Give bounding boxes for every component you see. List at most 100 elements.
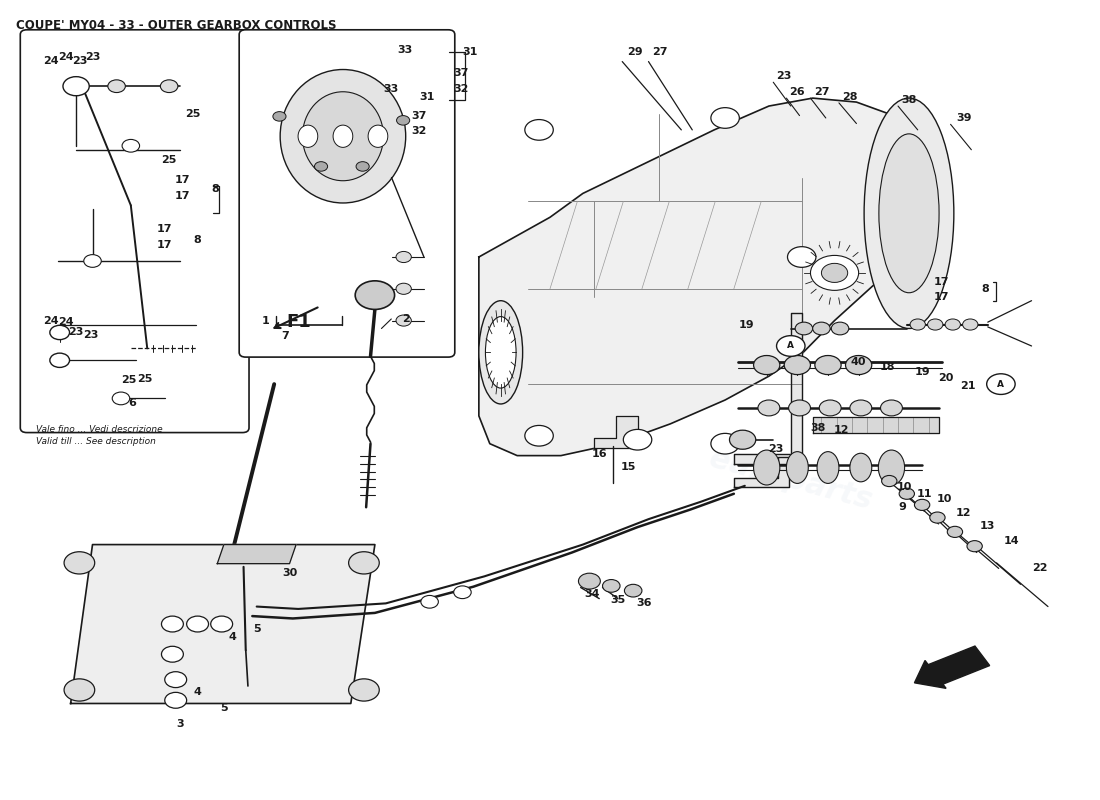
Text: europarts: europarts: [705, 444, 876, 515]
Circle shape: [967, 541, 982, 552]
Text: 31: 31: [420, 91, 436, 102]
Circle shape: [711, 108, 739, 128]
Text: 27: 27: [651, 47, 668, 57]
Circle shape: [525, 426, 553, 446]
Text: 5: 5: [253, 624, 261, 634]
Text: 16: 16: [592, 449, 607, 459]
Circle shape: [315, 162, 328, 171]
Circle shape: [273, 112, 286, 121]
Text: 4: 4: [229, 632, 236, 642]
Circle shape: [850, 400, 872, 416]
Ellipse shape: [850, 454, 872, 482]
Text: 24: 24: [43, 56, 58, 66]
Text: 37: 37: [453, 68, 469, 78]
Text: 21: 21: [960, 381, 976, 390]
Circle shape: [355, 281, 395, 310]
Circle shape: [813, 322, 830, 335]
FancyArrow shape: [914, 646, 990, 688]
Text: 32: 32: [453, 83, 469, 94]
Circle shape: [914, 499, 929, 510]
Polygon shape: [734, 457, 789, 487]
Circle shape: [754, 355, 780, 374]
Text: 23: 23: [777, 71, 792, 81]
Ellipse shape: [478, 301, 522, 404]
Ellipse shape: [879, 134, 939, 293]
Text: 33: 33: [397, 46, 412, 55]
Polygon shape: [734, 313, 802, 463]
Text: 17: 17: [175, 175, 190, 185]
Circle shape: [711, 434, 739, 454]
Circle shape: [930, 512, 945, 523]
Text: 30: 30: [282, 568, 297, 578]
Circle shape: [579, 573, 601, 589]
Circle shape: [421, 595, 439, 608]
Text: 23: 23: [82, 330, 98, 340]
Circle shape: [832, 322, 849, 335]
Circle shape: [784, 355, 811, 374]
Ellipse shape: [754, 450, 780, 485]
Ellipse shape: [280, 70, 406, 203]
Circle shape: [846, 355, 872, 374]
Text: 23: 23: [68, 327, 84, 338]
Circle shape: [729, 430, 756, 450]
Text: 36: 36: [637, 598, 652, 608]
Text: 24: 24: [43, 315, 58, 326]
Ellipse shape: [302, 92, 384, 181]
Text: 38: 38: [811, 423, 826, 433]
Text: 37: 37: [411, 110, 427, 121]
Text: 23: 23: [768, 444, 783, 454]
Circle shape: [349, 552, 379, 574]
Text: 6: 6: [128, 398, 136, 408]
Ellipse shape: [817, 452, 839, 483]
Circle shape: [880, 400, 902, 416]
Circle shape: [962, 319, 978, 330]
Text: 7: 7: [282, 331, 289, 342]
Text: 39: 39: [956, 113, 971, 123]
Circle shape: [396, 251, 411, 262]
Text: 5: 5: [220, 703, 228, 714]
Text: COUPE' MY04 - 33 - OUTER GEARBOX CONTROLS: COUPE' MY04 - 33 - OUTER GEARBOX CONTROL…: [15, 18, 337, 32]
Circle shape: [777, 336, 805, 356]
Circle shape: [453, 586, 471, 598]
Circle shape: [112, 392, 130, 405]
Text: 23: 23: [72, 56, 87, 66]
Text: Valid till ... See description: Valid till ... See description: [35, 437, 155, 446]
Text: 20: 20: [938, 373, 954, 382]
Text: 25: 25: [186, 109, 201, 119]
Text: 17: 17: [175, 191, 190, 201]
Circle shape: [396, 315, 411, 326]
Text: 28: 28: [843, 91, 858, 102]
Text: 23: 23: [85, 52, 100, 62]
Text: 24: 24: [58, 317, 74, 327]
FancyBboxPatch shape: [239, 30, 454, 357]
Text: 9: 9: [899, 502, 906, 512]
Circle shape: [947, 526, 962, 538]
Circle shape: [64, 552, 95, 574]
Text: 17: 17: [157, 224, 173, 234]
Circle shape: [927, 319, 943, 330]
Circle shape: [187, 616, 209, 632]
Polygon shape: [70, 545, 375, 703]
Text: 17: 17: [934, 278, 949, 287]
Text: 25: 25: [121, 375, 136, 385]
Circle shape: [122, 139, 140, 152]
Text: 14: 14: [1004, 537, 1020, 546]
Ellipse shape: [485, 317, 516, 388]
Circle shape: [50, 353, 69, 367]
Text: 11: 11: [916, 489, 932, 498]
Text: 40: 40: [851, 357, 867, 367]
Text: 12: 12: [956, 508, 971, 518]
Text: 8: 8: [981, 284, 990, 294]
Text: 17: 17: [934, 292, 949, 302]
Circle shape: [162, 616, 184, 632]
Circle shape: [63, 77, 89, 96]
Text: 19: 19: [739, 319, 755, 330]
Circle shape: [161, 80, 178, 93]
Circle shape: [624, 430, 652, 450]
Text: 35: 35: [610, 595, 626, 605]
Circle shape: [525, 119, 553, 140]
Text: F1: F1: [286, 313, 310, 331]
Text: A: A: [998, 380, 1004, 389]
Text: 12: 12: [834, 425, 849, 435]
Circle shape: [50, 326, 69, 340]
